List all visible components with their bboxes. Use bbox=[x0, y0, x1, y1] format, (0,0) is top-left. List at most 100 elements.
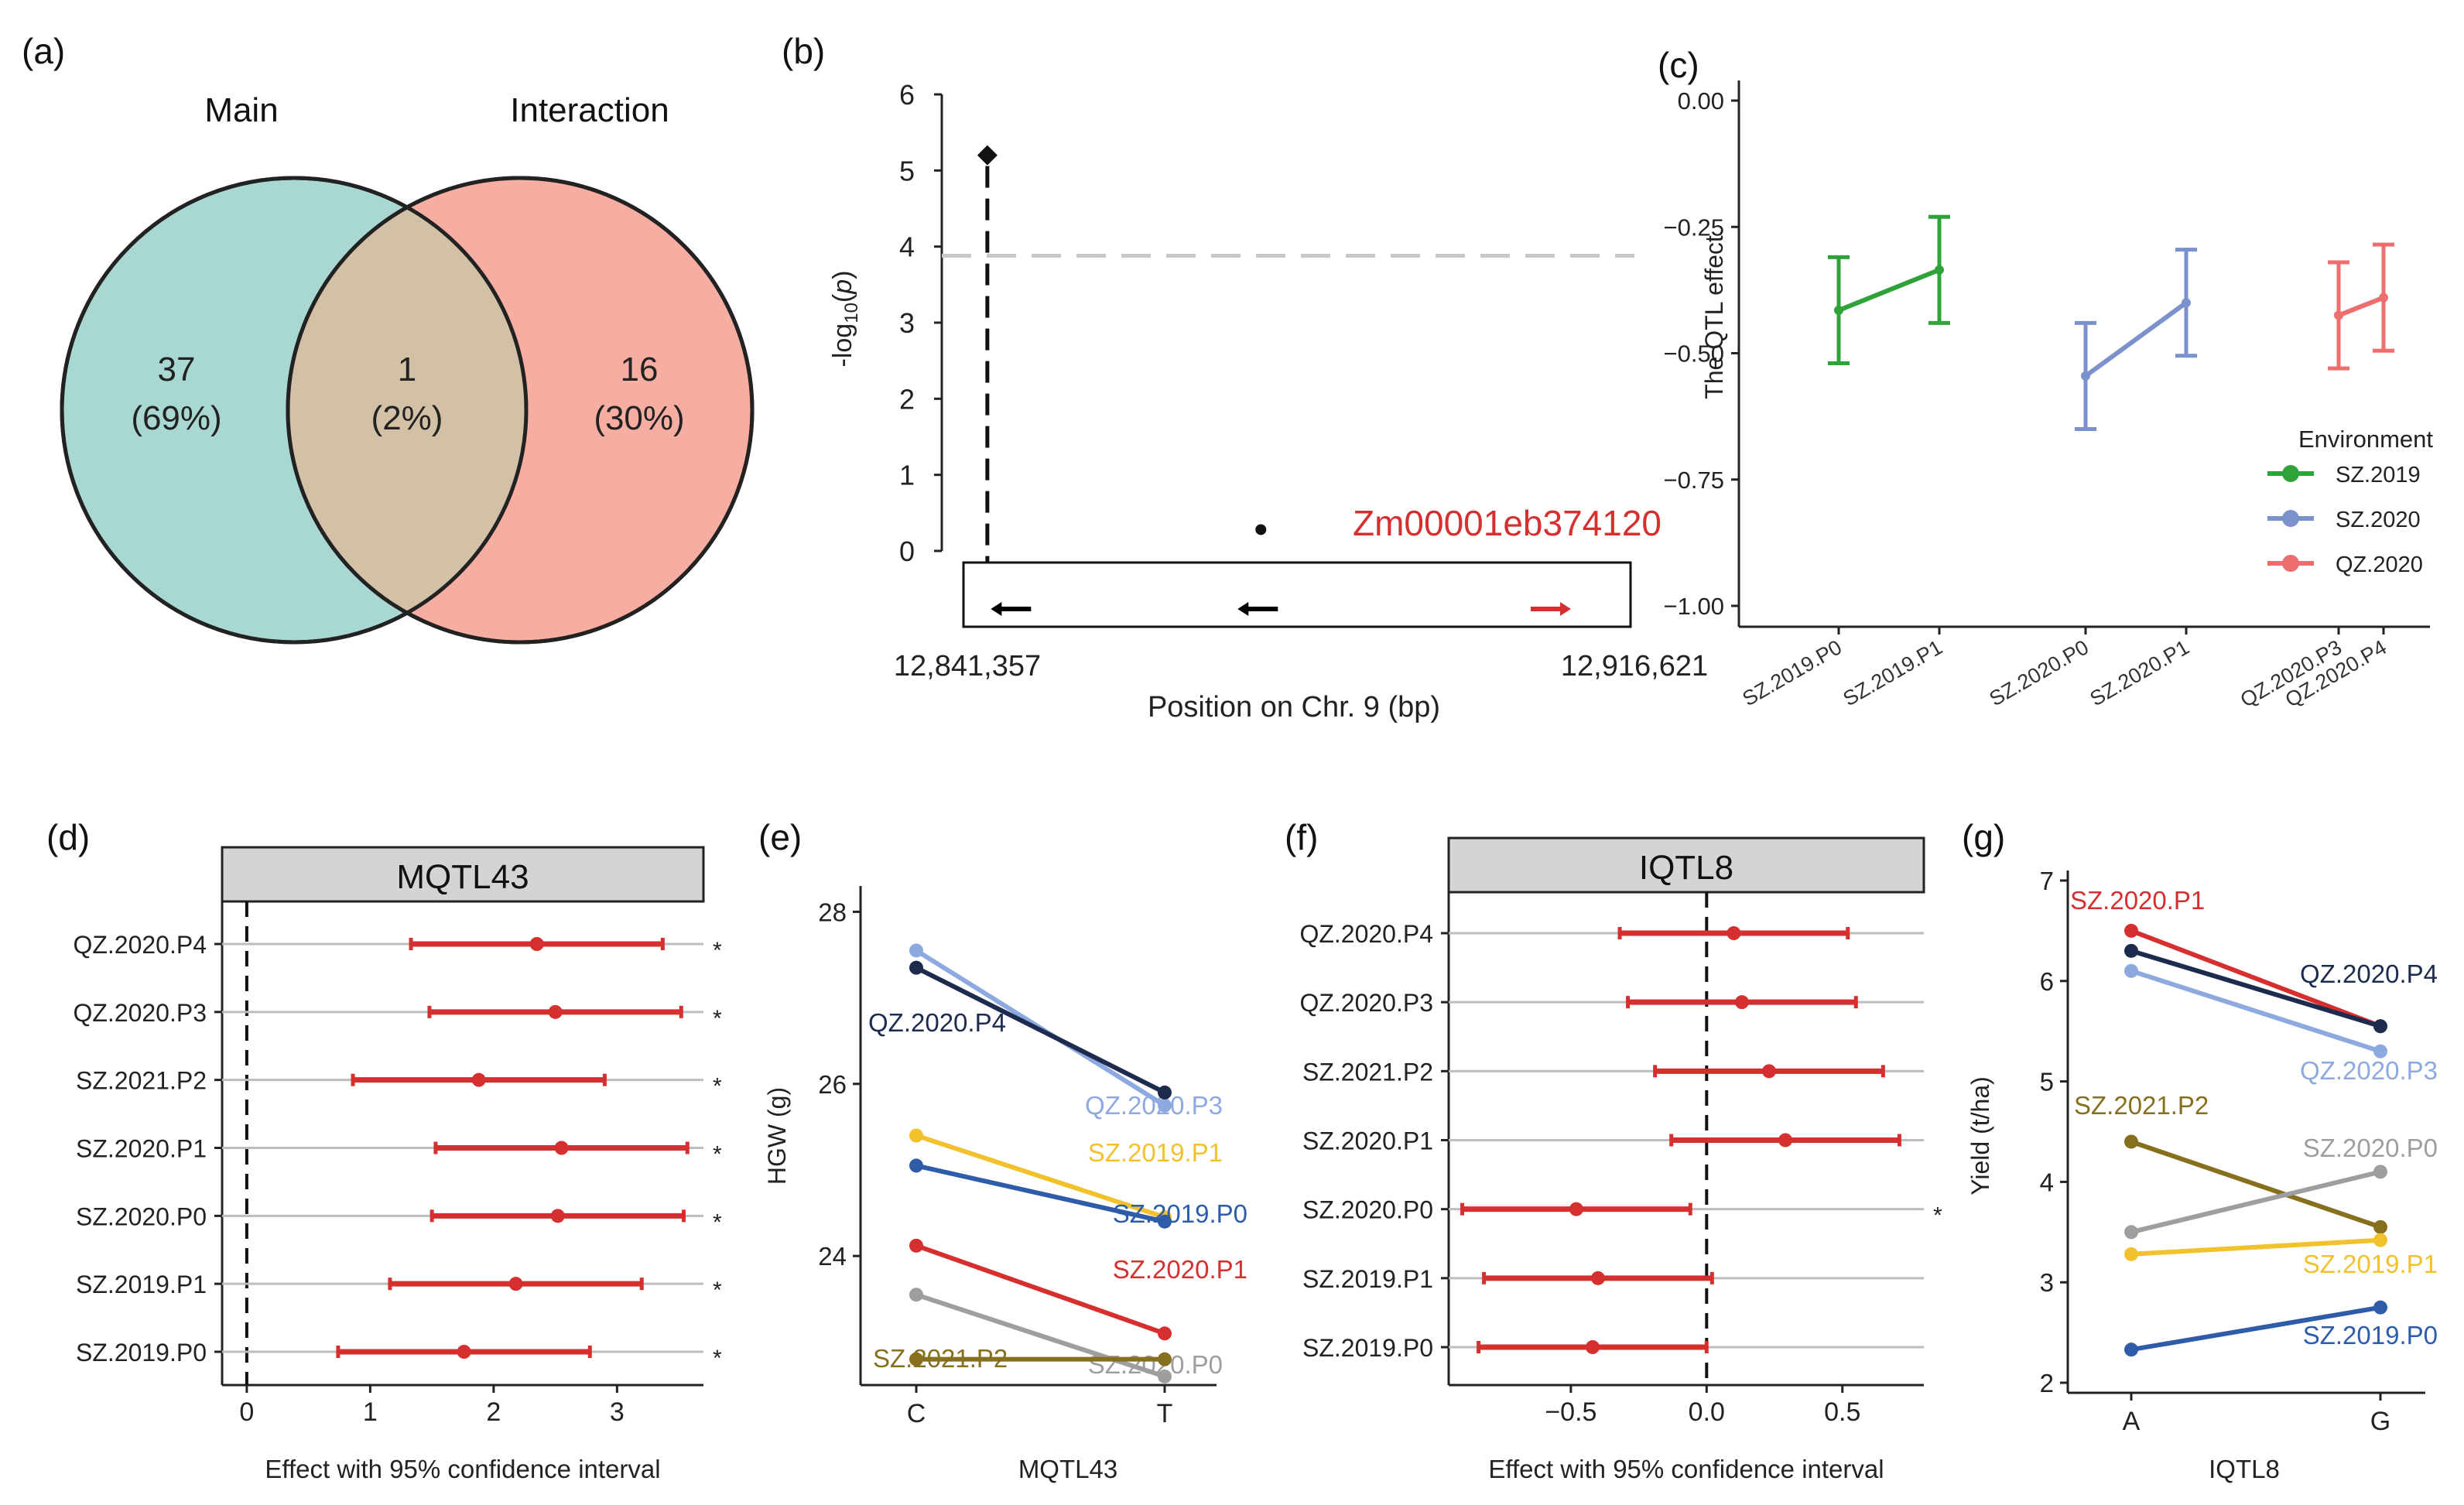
g-series-label: QZ.2020.P4 bbox=[2300, 959, 2438, 988]
g-series-line bbox=[2130, 1139, 2381, 1230]
g-y-tick-label: 2 bbox=[2040, 1369, 2054, 1397]
panel-g: (g) 2 3 4 5 6 7 A G SZ.2020.P1 QZ.2020.P4 QZ.2020.… bbox=[1962, 817, 2438, 1483]
d-x-tick-label: 1 bbox=[363, 1397, 378, 1427]
g-series-line bbox=[2130, 968, 2381, 1054]
panel-f: (f) IQTL8 QZ.2020.P4 QZ.2020.P3 SZ.2021.P2… bbox=[1285, 817, 1942, 1483]
g-series-label: SZ.2020.P1 bbox=[2070, 886, 2205, 915]
d-significance: * bbox=[713, 1278, 722, 1303]
c-x-tick-label: SZ.2019.P1 bbox=[1839, 635, 1946, 710]
venn-main-title: Main bbox=[204, 91, 278, 129]
b-gene-arrow-head bbox=[1559, 602, 1571, 616]
c-y-tick-label: −1.00 bbox=[1664, 593, 1724, 620]
g-x-tick-label: G bbox=[2370, 1407, 2390, 1436]
e-series-label: SZ.2020.P1 bbox=[1113, 1255, 1247, 1284]
f-x-tick-label: 0.0 bbox=[1689, 1397, 1725, 1427]
c-y-tick-label: −0.75 bbox=[1664, 467, 1724, 494]
panel-label-a: (a) bbox=[22, 31, 65, 71]
g-series-point bbox=[2124, 1247, 2138, 1261]
f-estimate-point bbox=[1762, 1064, 1777, 1079]
b-y-axis-title: -log10(p) bbox=[828, 271, 862, 368]
b-y-tick-label: 4 bbox=[899, 231, 915, 263]
panel-d: (d) MQTL43 QZ.2020.P4 * QZ.2020.P3 * SZ.2021… bbox=[46, 817, 722, 1483]
g-series-point bbox=[2373, 1044, 2387, 1059]
e-y-tick-label: 28 bbox=[818, 898, 847, 926]
d-x-tick-label: 0 bbox=[239, 1397, 254, 1427]
c-legend-title: Environment bbox=[2298, 426, 2433, 453]
g-series-line bbox=[2130, 1305, 2381, 1353]
c-y-tick-label: −0.25 bbox=[1664, 214, 1724, 241]
g-y-tick-label: 4 bbox=[2040, 1168, 2054, 1196]
f-title-strip bbox=[1447, 836, 1925, 894]
e-series-point bbox=[909, 943, 923, 958]
g-series-point bbox=[2124, 1225, 2138, 1240]
g-x-tick-label: A bbox=[2123, 1407, 2141, 1436]
g-series-point bbox=[2373, 1219, 2387, 1234]
venn-interaction-pct: (30%) bbox=[594, 399, 684, 437]
venn-interaction-title: Interaction bbox=[510, 91, 669, 129]
d-estimate-point bbox=[550, 1209, 565, 1223]
d-significance: * bbox=[713, 1006, 722, 1031]
panel-label-b: (b) bbox=[782, 31, 825, 71]
g-series-point bbox=[2124, 963, 2138, 978]
g-series-line bbox=[2130, 948, 2381, 1029]
f-row-label: SZ.2020.P0 bbox=[1302, 1196, 1433, 1224]
c-series-line bbox=[2084, 300, 2188, 378]
f-row-label: QZ.2020.P3 bbox=[1299, 989, 1433, 1017]
g-y-axis-title: Yield (t/ha) bbox=[1966, 1076, 1994, 1195]
c-x-tick-label: SZ.2019.P0 bbox=[1739, 635, 1846, 710]
e-series-point bbox=[1158, 1352, 1172, 1366]
venn-main-pct: (69%) bbox=[131, 399, 221, 437]
g-series-label: SZ.2019.P0 bbox=[2303, 1321, 2438, 1349]
e-y-tick-label: 24 bbox=[818, 1242, 847, 1271]
b-y-tick-label: 2 bbox=[899, 383, 915, 415]
g-series-point bbox=[2373, 1019, 2387, 1034]
b-peak-point bbox=[977, 145, 998, 166]
c-series-line bbox=[2337, 295, 2385, 318]
e-series-point bbox=[909, 1128, 923, 1143]
d-estimate-point bbox=[471, 1072, 486, 1087]
g-series-label: SZ.2021.P2 bbox=[2074, 1091, 2209, 1120]
e-series-point bbox=[909, 1238, 923, 1253]
d-row-label: QZ.2020.P4 bbox=[73, 931, 207, 959]
b-x-right-label: 12,916,621 bbox=[1561, 650, 1708, 682]
e-y-tick-label: 26 bbox=[818, 1070, 847, 1099]
b-gene-label: Zm00001eb374120 bbox=[1353, 503, 1661, 543]
g-series-point bbox=[2373, 1233, 2387, 1247]
f-x-axis-title: Effect with 95% confidence interval bbox=[1488, 1455, 1884, 1483]
e-series-label: SZ.2019.P1 bbox=[1088, 1138, 1223, 1167]
g-series-label: SZ.2020.P0 bbox=[2303, 1134, 2438, 1162]
f-estimate-point bbox=[1590, 1271, 1605, 1285]
e-x-axis-title: MQTL43 bbox=[1018, 1455, 1117, 1483]
d-x-axis-title: Effect with 95% confidence interval bbox=[265, 1455, 660, 1483]
e-series-point bbox=[909, 960, 923, 975]
g-series-label: QZ.2020.P3 bbox=[2300, 1056, 2438, 1085]
f-row-label: SZ.2019.P1 bbox=[1302, 1265, 1433, 1293]
e-series-line bbox=[915, 1243, 1165, 1336]
f-x-tick-label: 0.5 bbox=[1824, 1397, 1860, 1427]
g-x-axis-title: IQTL8 bbox=[2209, 1455, 2280, 1483]
g-y-tick-label: 3 bbox=[2040, 1268, 2054, 1297]
c-legend-label: SZ.2019 bbox=[2336, 463, 2421, 487]
e-series-point bbox=[1158, 1085, 1172, 1100]
d-title: MQTL43 bbox=[396, 858, 529, 896]
b-y-tick-label: 1 bbox=[899, 460, 915, 491]
venn-overlap-count: 1 bbox=[398, 351, 416, 388]
g-series-point bbox=[2124, 1343, 2138, 1357]
e-series-point bbox=[909, 1352, 923, 1366]
e-x-tick-label: T bbox=[1157, 1399, 1173, 1428]
e-series-point bbox=[909, 1158, 923, 1173]
e-series-line bbox=[915, 965, 1166, 1095]
e-series-point bbox=[1158, 1098, 1172, 1113]
e-series-label: QZ.2020.P3 bbox=[1085, 1091, 1223, 1120]
d-title-strip bbox=[221, 846, 705, 903]
panel-label-c: (c) bbox=[1658, 45, 1699, 85]
c-point bbox=[2182, 298, 2191, 308]
f-estimate-point bbox=[1778, 1133, 1793, 1148]
b-y-tick-label: 5 bbox=[899, 155, 915, 186]
g-series-point bbox=[2373, 1165, 2387, 1179]
d-significance: * bbox=[713, 1346, 722, 1371]
c-y-tick-label: 0.00 bbox=[1678, 87, 1724, 115]
panel-e: (e) 24 26 28 C T QZ.2020.P3 QZ.2020.P4 SZ.2019.… bbox=[758, 817, 1247, 1483]
d-significance: * bbox=[713, 1074, 722, 1100]
b-y-tick-label: 0 bbox=[899, 535, 915, 567]
